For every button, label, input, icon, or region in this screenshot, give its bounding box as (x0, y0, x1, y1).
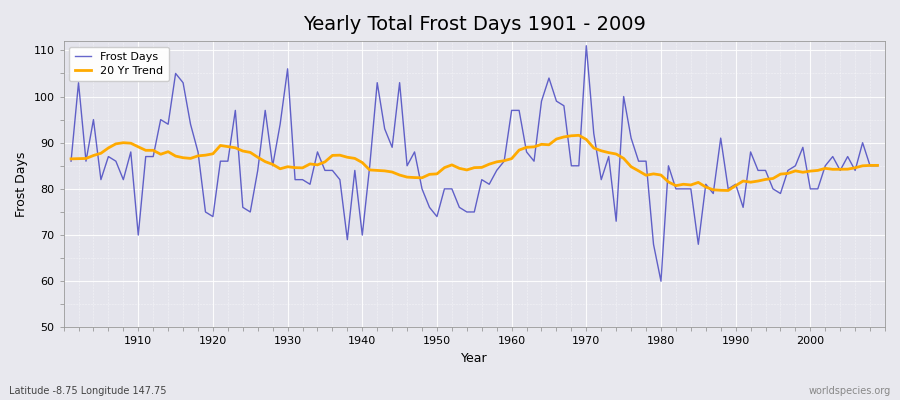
Frost Days (655, 279, 666, 284)
Frost Days (499, 159, 509, 164)
20 Yr Trend (499, 158, 509, 163)
Text: Latitude -8.75 Longitude 147.75: Latitude -8.75 Longitude 147.75 (9, 386, 166, 396)
20 Yr Trend (603, 150, 614, 155)
20 Yr Trend (506, 156, 517, 161)
20 Yr Trend (872, 163, 883, 168)
Text: worldspecies.org: worldspecies.org (809, 386, 891, 396)
X-axis label: Year: Year (461, 352, 488, 365)
Frost Days (66, 159, 77, 164)
Line: 20 Yr Trend: 20 Yr Trend (71, 135, 878, 190)
Y-axis label: Frost Days: Frost Days (15, 152, 28, 217)
Frost Days (125, 150, 136, 154)
20 Yr Trend (573, 133, 584, 138)
20 Yr Trend (723, 188, 734, 193)
20 Yr Trend (335, 153, 346, 158)
Frost Days (603, 154, 614, 159)
Legend: Frost Days, 20 Yr Trend: Frost Days, 20 Yr Trend (69, 47, 169, 81)
Frost Days (335, 177, 346, 182)
20 Yr Trend (125, 141, 136, 146)
Frost Days (872, 163, 883, 168)
Frost Days (580, 43, 591, 48)
Frost Days (290, 177, 301, 182)
Line: Frost Days: Frost Days (71, 46, 878, 281)
20 Yr Trend (290, 165, 301, 170)
Title: Yearly Total Frost Days 1901 - 2009: Yearly Total Frost Days 1901 - 2009 (303, 15, 645, 34)
20 Yr Trend (66, 156, 77, 161)
Frost Days (506, 108, 517, 113)
